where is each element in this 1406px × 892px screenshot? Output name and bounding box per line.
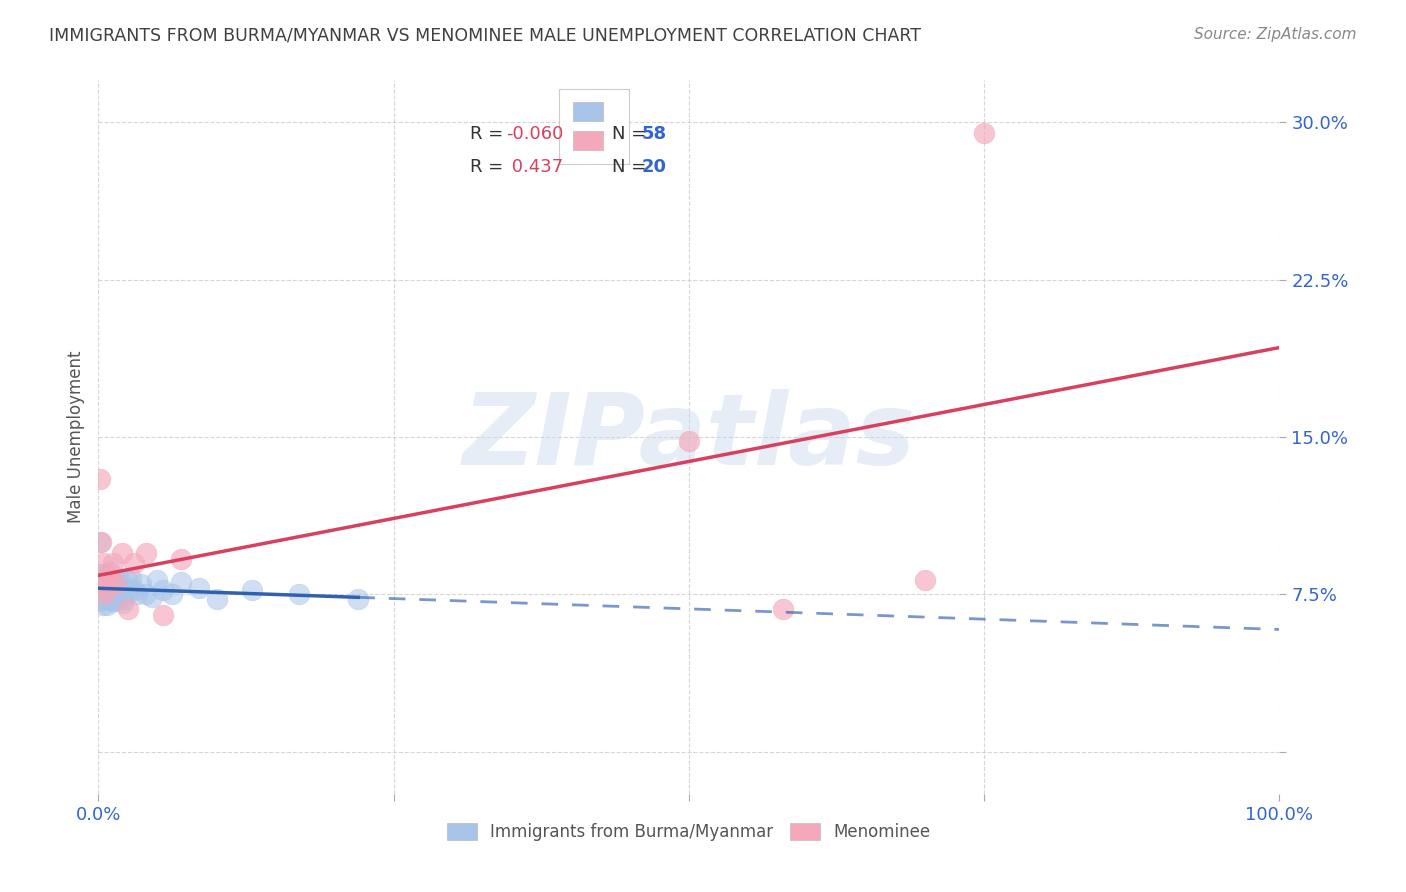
Point [103,579,125,593]
Point [98,587,121,601]
Point [129,577,152,591]
Point [91,573,114,587]
Point [105,587,128,601]
Point [96,568,118,582]
Point [90,581,112,595]
Text: N =: N = [612,125,652,143]
Text: IMMIGRANTS FROM BURMA/MYANMAR VS MENOMINEE MALE UNEMPLOYMENT CORRELATION CHART: IMMIGRANTS FROM BURMA/MYANMAR VS MENOMIN… [49,27,921,45]
Point [152,608,174,623]
Point [91,598,114,612]
Point [122,556,145,570]
Point [111,590,134,604]
Point [108,573,131,587]
Point [91,566,114,581]
Text: 0.437: 0.437 [506,159,564,177]
Point [93,587,115,601]
Text: R =: R = [471,125,509,143]
Point [91,590,114,604]
Point [240,583,263,598]
Point [152,583,174,598]
Point [127,587,149,601]
Point [91,587,114,601]
Point [103,594,125,608]
Point [96,598,118,612]
Point [89,535,111,549]
Point [101,583,124,598]
Text: -0.060: -0.060 [506,125,564,143]
Legend: Immigrants from Burma/Myanmar, Menominee: Immigrants from Burma/Myanmar, Menominee [439,815,939,850]
Point [118,583,141,598]
Point [105,574,128,589]
Point [135,587,157,601]
Point [93,591,115,606]
Point [91,585,114,599]
Point [94,581,117,595]
Point [288,587,311,601]
Point [90,577,112,591]
Point [98,565,121,579]
Point [94,587,117,601]
Point [117,602,139,616]
Point [97,581,120,595]
Point [110,581,132,595]
Point [93,573,115,587]
Point [98,590,121,604]
Text: 20: 20 [641,159,666,177]
Point [135,545,157,559]
Text: Source: ZipAtlas.com: Source: ZipAtlas.com [1194,27,1357,42]
Point [112,591,135,606]
Point [94,591,117,606]
Point [91,581,114,595]
Point [97,573,120,587]
Y-axis label: Male Unemployment: Male Unemployment [66,351,84,524]
Point [205,591,228,606]
Point [112,596,135,610]
Point [914,573,936,587]
Point [347,591,370,606]
Point [100,573,122,587]
Point [115,573,138,587]
Point [101,594,124,608]
Point [187,581,209,595]
Point [91,556,114,570]
Point [93,585,115,599]
Point [90,535,112,549]
Text: N =: N = [612,159,652,177]
Text: R =: R = [471,159,509,177]
Point [141,590,163,604]
Point [121,571,143,585]
Point [94,577,117,591]
Point [89,566,111,581]
Point [90,594,112,608]
Point [97,591,120,606]
Text: ZIPatlas: ZIPatlas [463,389,915,485]
Point [107,591,129,606]
Point [772,602,794,616]
Point [104,591,127,606]
Point [91,573,114,587]
Point [160,587,183,601]
Point [101,556,124,570]
Point [98,579,121,593]
Point [105,577,128,591]
Point [122,583,145,598]
Point [111,545,134,559]
Point [170,551,193,566]
Point [973,126,995,140]
Point [98,566,121,581]
Point [678,434,700,449]
Point [170,574,193,589]
Point [98,573,121,587]
Point [89,472,111,486]
Text: 58: 58 [641,125,666,143]
Point [146,573,169,587]
